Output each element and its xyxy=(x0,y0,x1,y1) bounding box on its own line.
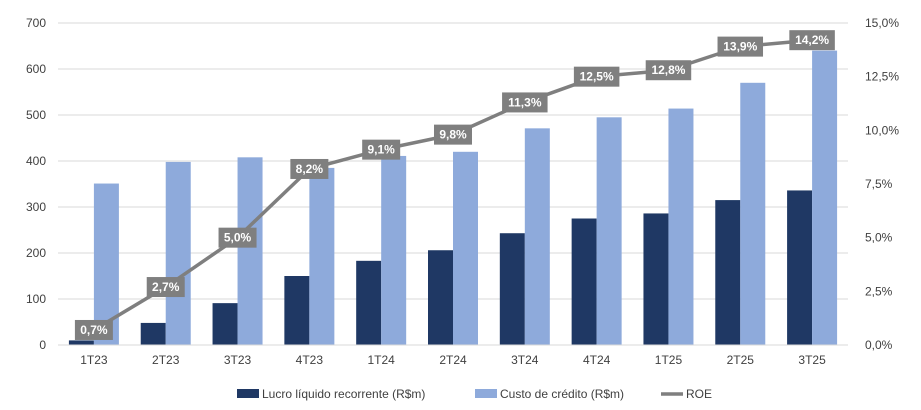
roe-label-text: 11,3% xyxy=(508,95,542,109)
bar-lucro xyxy=(356,260,382,345)
x-tick-label: 1T25 xyxy=(655,353,683,367)
y-tick-label: 700 xyxy=(26,16,46,30)
legend-swatch xyxy=(475,389,497,398)
y2-tick-label: 2,5% xyxy=(865,284,893,298)
y-tick-label: 0 xyxy=(39,338,46,352)
bar-lucro xyxy=(212,303,238,345)
x-tick-label: 3T23 xyxy=(224,353,252,367)
roe-label-text: 8,2% xyxy=(296,162,324,176)
roe-label-text: 12,5% xyxy=(580,70,614,84)
roe-label-text: 2,7% xyxy=(152,280,180,294)
roe-label-box xyxy=(74,319,113,340)
bar-custo xyxy=(740,82,766,346)
roe-label-text: 9,1% xyxy=(368,143,396,157)
bar-custo xyxy=(812,50,838,345)
y2-tick-label: 12,5% xyxy=(865,70,899,84)
x-tick-label: 1T23 xyxy=(80,353,108,367)
bar-custo xyxy=(453,151,478,345)
y-tick-label: 200 xyxy=(26,246,46,260)
roe-label-box xyxy=(645,60,692,81)
bar-lucro xyxy=(68,340,94,345)
bar-custo xyxy=(668,108,694,345)
bar-custo xyxy=(524,128,550,345)
roe-data-label: 5,0% xyxy=(218,227,257,248)
roe-data-label: 0,7% xyxy=(74,319,113,340)
roe-label-box xyxy=(789,30,835,51)
roe-data-label: 9,1% xyxy=(362,139,401,160)
legend-label: Custo de crédito (R$m) xyxy=(500,387,624,401)
y2-tick-label: 10,0% xyxy=(865,123,899,137)
y2-tick-label: 15,0% xyxy=(865,16,899,30)
roe-data-label: 9,8% xyxy=(434,124,472,145)
bar-lucro xyxy=(643,213,669,345)
roe-label-box xyxy=(434,124,472,145)
x-tick-label: 2T23 xyxy=(152,353,180,367)
roe-data-label: 12,5% xyxy=(573,66,620,87)
roe-data-label: 12,8% xyxy=(645,60,692,81)
bar-custo xyxy=(165,161,191,345)
roe-label-text: 0,7% xyxy=(80,323,108,337)
roe-data-label: 8,2% xyxy=(290,158,329,179)
y-tick-label: 300 xyxy=(26,200,46,214)
bar-lucro xyxy=(284,276,310,345)
x-tick-label: 3T24 xyxy=(511,353,539,367)
legend-label: ROE xyxy=(686,387,712,401)
bar-lucro xyxy=(787,190,813,345)
roe-label-text: 13,9% xyxy=(723,40,757,54)
roe-label-box xyxy=(362,139,401,160)
x-tick-label: 2T25 xyxy=(727,353,755,367)
y-tick-label: 600 xyxy=(26,62,46,76)
bar-custo xyxy=(237,157,263,345)
legend-swatch xyxy=(237,389,259,398)
roe-label-box xyxy=(573,66,620,87)
y2-tick-label: 0,0% xyxy=(865,338,893,352)
roe-label-text: 5,0% xyxy=(224,231,252,245)
roe-data-label: 13,9% xyxy=(717,36,764,57)
roe-data-label: 2,7% xyxy=(146,277,185,298)
bar-custo xyxy=(309,167,335,345)
bar-custo xyxy=(381,155,407,345)
bar-lucro xyxy=(140,322,166,345)
roe-label-box xyxy=(290,158,329,179)
y-tick-label: 100 xyxy=(26,292,46,306)
y-tick-label: 400 xyxy=(26,154,46,168)
x-tick-label: 1T24 xyxy=(368,353,396,367)
legend-label: Lucro líquido recorrente (R$m) xyxy=(262,387,425,401)
roe-label-box xyxy=(218,227,257,248)
bar-lucro xyxy=(499,233,525,345)
x-tick-label: 4T23 xyxy=(296,353,324,367)
roe-label-text: 14,2% xyxy=(795,33,829,47)
roe-data-label: 11,3% xyxy=(502,92,548,113)
roe-label-box xyxy=(717,36,764,57)
y-tick-label: 500 xyxy=(26,108,46,122)
x-tick-label: 4T24 xyxy=(583,353,611,367)
bar-lucro xyxy=(571,218,597,345)
y2-tick-label: 5,0% xyxy=(865,231,893,245)
bar-lucro xyxy=(715,200,741,345)
x-tick-label: 2T24 xyxy=(439,353,467,367)
roe-label-box xyxy=(502,92,548,113)
y2-tick-label: 7,5% xyxy=(865,177,893,191)
roe-data-label: 14,2% xyxy=(789,30,835,51)
roe-label-box xyxy=(146,277,185,298)
bar-lucro xyxy=(428,250,453,345)
x-tick-label: 3T25 xyxy=(798,353,826,367)
bar-custo xyxy=(596,117,622,345)
roe-label-text: 12,8% xyxy=(651,63,685,77)
roe-label-text: 9,8% xyxy=(439,128,467,142)
